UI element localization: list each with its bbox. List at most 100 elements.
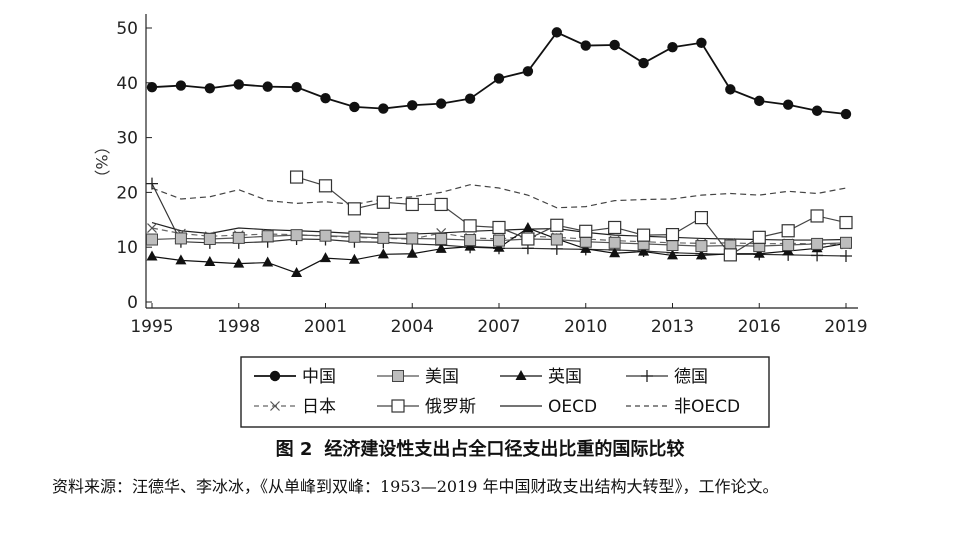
x-tick-label: 2007: [477, 317, 520, 337]
series-5-point: [492, 220, 506, 235]
series-1-point: [203, 232, 216, 245]
legend-item-1-marker: [392, 370, 404, 382]
series-5-point: [723, 248, 737, 262]
legend-item-0-label: 中国: [302, 367, 336, 387]
y-axis-label: （%）: [92, 138, 111, 185]
series-2-point: [753, 247, 765, 258]
legend-item-3-marker: [641, 370, 653, 382]
series-5-point: [839, 215, 853, 230]
series-5-point: [405, 197, 419, 212]
series-0-point: [146, 81, 158, 93]
x-tick-label: 1995: [130, 317, 173, 337]
legend-item-3-label: 德国: [674, 367, 708, 387]
x-tick-label: 2013: [651, 317, 694, 337]
series-0-point: [233, 79, 244, 90]
series-2-point: [291, 266, 303, 277]
series-5-point: [289, 170, 304, 184]
series-2-point: [638, 245, 650, 256]
figure-number: 图 2: [275, 439, 313, 460]
series-1-point: [840, 236, 852, 249]
figure-title: 经济建设性支出占全口径支出比重的国际比较: [324, 439, 685, 460]
series-2-point: [695, 249, 707, 260]
series-0-point: [291, 81, 302, 93]
series-5-point: [810, 209, 824, 223]
series-5-point: [347, 202, 362, 216]
series-0-point: [378, 103, 389, 114]
series-0-point: [782, 99, 794, 110]
series-5-point: [608, 220, 622, 235]
series-2-point: [377, 248, 389, 259]
series-1-point: [174, 232, 187, 245]
series-2-point: [580, 242, 592, 253]
series-2-point: [667, 249, 678, 260]
x-tick-label: 2004: [391, 317, 434, 337]
series-0-point: [725, 84, 736, 95]
series-0-point: [435, 98, 447, 109]
line-chart: 0 10 20 30 40 50 1995 1998 2001 2004 2007 2010 2013 2…: [92, 14, 868, 428]
series-0-point: [349, 101, 360, 113]
series-0-point: [754, 95, 765, 107]
x-tick-label: 2019: [824, 317, 867, 337]
x-tick-label: 2016: [738, 317, 781, 337]
series-0-point: [320, 92, 331, 104]
series-2-point: [406, 247, 418, 258]
y-tick-label: 30: [116, 129, 138, 149]
series-5-point: [665, 227, 680, 242]
series-0-point: [811, 105, 823, 116]
series-1-point: [377, 231, 390, 244]
series-0-point: [580, 40, 591, 51]
y-tick-label: 40: [116, 74, 138, 94]
series-3-point: [146, 177, 158, 190]
series-3-point: [840, 249, 852, 262]
series-1-point: [290, 229, 303, 242]
series-2-point: [262, 256, 274, 267]
series-5-point: [781, 224, 795, 238]
legend-item-0-marker: [269, 370, 281, 382]
series-0-point: [522, 66, 534, 77]
series-0-point: [262, 81, 273, 92]
legend-item-7-label: 非OECD: [674, 397, 740, 417]
y-tick-label: 10: [116, 238, 138, 258]
series-0-line: [151, 31, 847, 115]
series-5-point: [579, 224, 593, 238]
series-5-point: [521, 232, 535, 246]
series-1-point: [608, 236, 621, 249]
legend-item-6-label: OECD: [548, 397, 597, 417]
series-0-point: [204, 83, 216, 94]
legend-item-2-label: 英国: [548, 367, 582, 387]
legend-item-4-label: 日本: [302, 397, 336, 417]
legend-item-5-marker: [391, 399, 405, 413]
series-2-point: [522, 222, 534, 233]
series-1-point: [464, 234, 477, 247]
series-0-point: [696, 37, 707, 48]
source-note: 资料来源：汪德华、李冰冰，《从单峰到双峰：1953—2019 年中国财政支出结构…: [52, 477, 779, 496]
series-2-point: [320, 252, 331, 263]
series-5-point: [752, 230, 766, 244]
series-1-point: [319, 229, 332, 242]
series-0-point: [551, 27, 563, 38]
x-tick-label: 2010: [564, 317, 607, 337]
series-1-point: [782, 239, 795, 252]
legend-item-1-label: 美国: [425, 367, 459, 387]
series-1-point: [493, 234, 505, 247]
legend-item-4-marker: [270, 401, 280, 411]
series-2-point: [493, 241, 505, 252]
series-0-point: [609, 39, 620, 51]
series-2-point: [204, 255, 216, 266]
series-0-point: [464, 93, 476, 104]
series-1-point: [232, 231, 245, 244]
legend-item-5-label: 俄罗斯: [425, 397, 476, 417]
series-5-point: [318, 179, 333, 193]
series-5-point: [550, 218, 564, 232]
series-5-point: [434, 197, 448, 212]
y-tick-label: 50: [116, 19, 138, 39]
series-2-point: [175, 254, 187, 265]
series-0-point: [175, 80, 187, 91]
x-tick-label: 2001: [304, 317, 347, 337]
series-5-point: [694, 211, 709, 225]
series-0-point: [638, 57, 649, 69]
series-1-point: [261, 230, 274, 243]
series-2-point: [233, 257, 245, 268]
series-1-point: [695, 240, 708, 253]
series-2-point: [146, 250, 158, 261]
